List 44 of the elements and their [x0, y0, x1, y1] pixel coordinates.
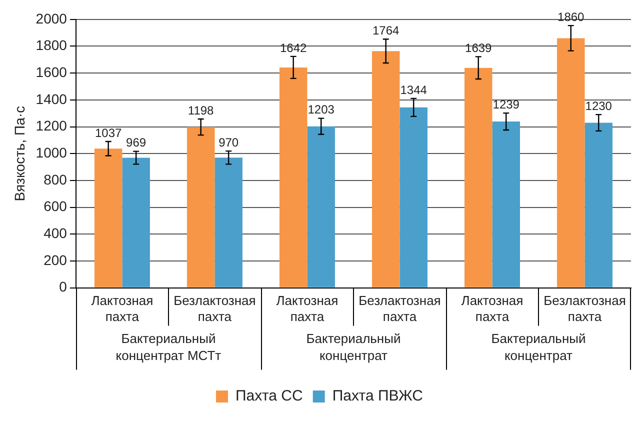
bar [556, 38, 585, 288]
y-tick-label: 1400 [36, 90, 68, 107]
y-tick-label: 800 [44, 171, 68, 188]
data-label: 970 [218, 135, 239, 150]
y-tick-label: 0 [59, 278, 68, 295]
y-tick-label: 200 [44, 252, 68, 268]
bar [186, 127, 215, 288]
legend-label: Пахта ПВЖС [332, 388, 424, 405]
y-tick-label: 1200 [36, 118, 68, 134]
bar [492, 122, 520, 288]
legend-label: Пахта СС [236, 388, 304, 405]
data-label: 1198 [188, 103, 214, 118]
y-tick-label: 2000 [36, 10, 68, 26]
bar [214, 158, 242, 288]
data-label: 1037 [94, 126, 122, 140]
data-label: 969 [126, 136, 146, 150]
y-tick-label: 1600 [36, 64, 68, 80]
bar [94, 148, 122, 288]
y-tick-label: 1000 [36, 144, 68, 160]
data-label: 1239 [492, 97, 520, 112]
bar [584, 122, 612, 288]
data-label: 1764 [372, 23, 400, 38]
bar [372, 51, 400, 288]
bar [122, 158, 150, 288]
y-tick-label: 1800 [36, 37, 68, 54]
y-tick-label: 400 [44, 224, 68, 241]
y-axis-title: Вязкость, Па·с [11, 106, 28, 202]
x-tick-label: Лактозная пахта [276, 293, 338, 324]
data-label: 1230 [585, 98, 612, 113]
text: Бактериальный концентрат [306, 330, 401, 363]
x-tick-label: Безлактозная пахта [544, 293, 626, 324]
y-tick-label: 600 [44, 198, 68, 214]
x-tick-label: Лактозная пахта [91, 293, 154, 324]
x-tick-label: Безлактозная пахта [358, 293, 441, 324]
text: Бактериальный концентрат [491, 330, 586, 363]
bar [464, 68, 492, 288]
text: Бактериальный концентрат МСТт [116, 330, 222, 363]
x-tick-label: Лактозная пахта [461, 293, 524, 324]
x-tick-label: Безлактозная пахта [174, 293, 256, 324]
bar [400, 107, 428, 288]
data-label: 1203 [308, 102, 335, 117]
data-label: 1344 [400, 82, 428, 97]
bar [307, 126, 335, 288]
bar [279, 67, 308, 288]
